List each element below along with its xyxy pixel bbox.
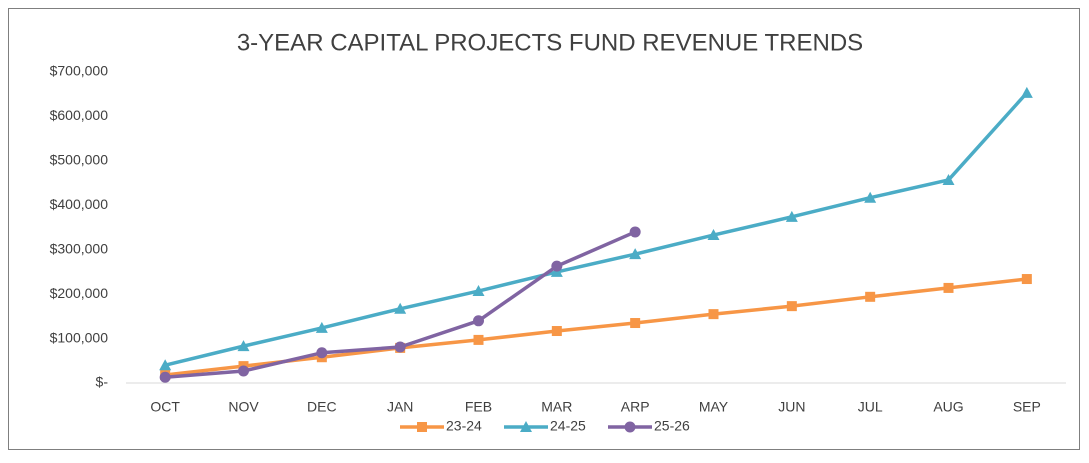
data-point <box>942 173 955 185</box>
legend-marker <box>624 421 636 433</box>
x-tick-label: JAN <box>387 399 413 415</box>
legend-label: 25-26 <box>654 418 690 434</box>
x-tick-label: NOV <box>228 399 259 415</box>
data-point <box>159 371 171 383</box>
data-point <box>394 302 407 314</box>
y-tick-label: $400,000 <box>50 196 109 212</box>
data-point <box>629 226 641 238</box>
x-tick-label: AUG <box>933 399 963 415</box>
legend-marker <box>520 421 532 432</box>
x-tick-label: DEC <box>307 399 337 415</box>
data-point <box>708 309 719 320</box>
x-tick-label: SEP <box>1013 399 1041 415</box>
x-tick-label: ARP <box>621 399 650 415</box>
y-tick-label: $500,000 <box>50 152 109 168</box>
legend-marker <box>417 422 427 432</box>
data-point <box>238 365 249 377</box>
data-point <box>943 282 954 293</box>
data-point <box>785 210 798 222</box>
y-tick-label: $100,000 <box>50 329 109 345</box>
data-point <box>630 318 641 329</box>
y-tick-label: $200,000 <box>50 285 109 301</box>
y-tick-label: $700,000 <box>50 63 109 79</box>
data-point <box>786 301 797 312</box>
y-tick-label: $600,000 <box>50 107 109 123</box>
legend-label: 23-24 <box>446 418 482 434</box>
data-point <box>707 229 720 241</box>
series-line <box>164 91 1029 367</box>
data-point <box>551 326 562 337</box>
x-tick-label: MAY <box>699 399 729 415</box>
data-point <box>1020 86 1033 98</box>
x-tick-label: JUN <box>778 399 805 415</box>
data-point <box>315 321 328 333</box>
data-point <box>394 341 406 353</box>
x-tick-label: MAR <box>541 399 572 415</box>
data-point <box>472 285 485 297</box>
data-point <box>629 248 642 260</box>
data-point <box>473 315 484 327</box>
x-tick-label: OCT <box>150 399 180 415</box>
data-point <box>237 340 250 352</box>
y-tick-label: $- <box>96 374 109 390</box>
series-line <box>164 277 1028 377</box>
legend-label: 24-25 <box>550 418 586 434</box>
x-tick-label: FEB <box>465 399 492 415</box>
data-point <box>316 347 328 359</box>
chart-title: 3-YEAR CAPITAL PROJECTS FUND REVENUE TRE… <box>237 29 863 56</box>
data-point <box>1021 274 1032 285</box>
x-tick-label: JUL <box>858 399 883 415</box>
data-point <box>551 260 563 272</box>
data-point <box>865 291 876 302</box>
y-tick-label: $300,000 <box>50 240 109 256</box>
data-point <box>159 359 172 371</box>
data-point <box>864 191 877 203</box>
data-point <box>473 334 484 345</box>
